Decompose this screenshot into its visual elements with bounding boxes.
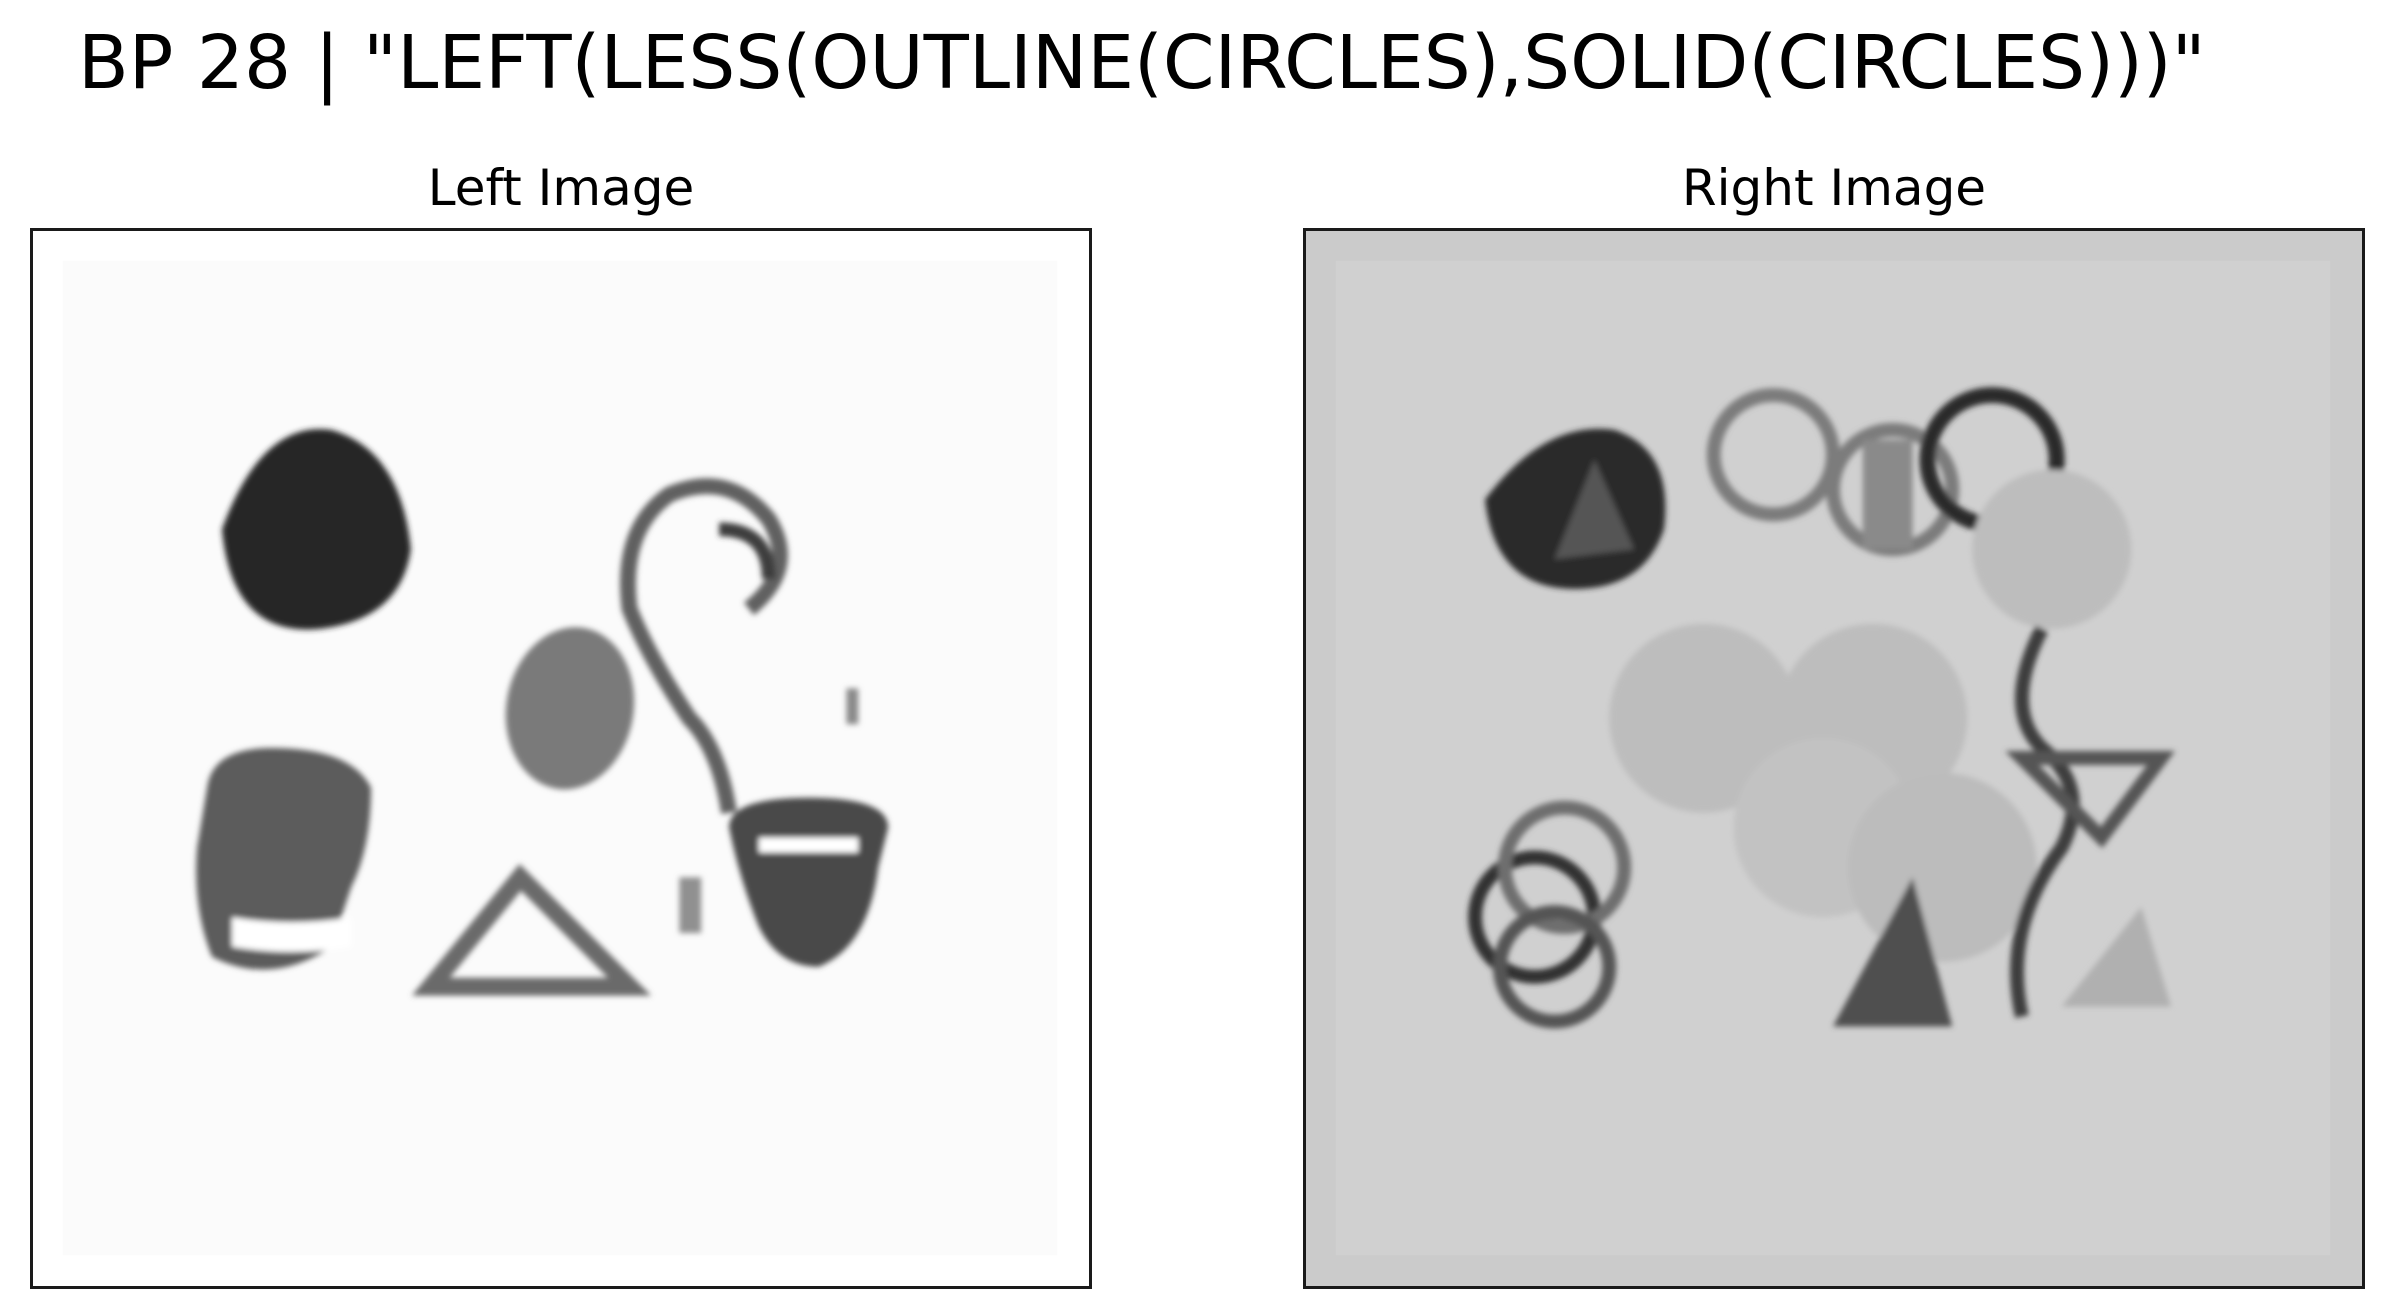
pale-circle xyxy=(1847,772,2037,962)
pale-circle xyxy=(1972,469,2132,629)
left-image xyxy=(62,260,1058,1256)
bag-shape-left xyxy=(196,748,372,970)
left-image-panel xyxy=(30,228,1092,1289)
outline-circle xyxy=(1706,388,1840,522)
figure-title: BP 28 | "LEFT(LESS(OUTLINE(CIRCLES),SOLI… xyxy=(78,20,2206,106)
right-image xyxy=(1335,260,2331,1256)
outline-circle xyxy=(1492,905,1617,1029)
outline-triangle xyxy=(2005,751,2176,849)
curved-outline-shape xyxy=(620,478,788,814)
pale-triangle xyxy=(2061,907,2172,1007)
dark-solid-blob xyxy=(221,429,411,630)
solid-triangle xyxy=(1833,877,1953,1027)
outline-triangle xyxy=(411,864,652,996)
small-mark xyxy=(679,877,702,934)
pale-circle xyxy=(1609,623,1799,813)
left-image-title: Left Image xyxy=(427,159,695,217)
outline-circle xyxy=(1497,800,1632,935)
right-image-panel xyxy=(1303,228,2365,1289)
small-mark xyxy=(846,688,859,725)
right-image-title: Right Image xyxy=(1681,159,1987,217)
grey-solid-ellipse xyxy=(505,627,635,790)
